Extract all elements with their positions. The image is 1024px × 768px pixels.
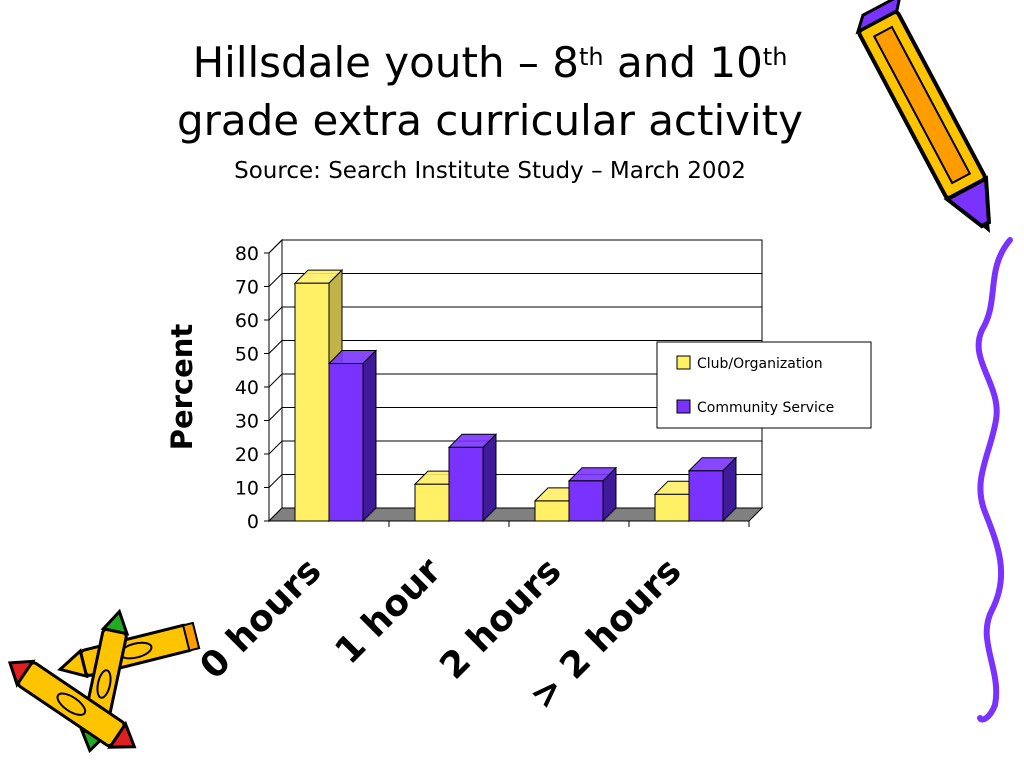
gridline [268,239,762,254]
bar-front [294,282,330,522]
x-category-label: 0 hours [192,550,329,687]
gridline [268,440,762,455]
y-axis-title: Percent [165,324,199,451]
slide-subtitle: Source: Search Institute Study – March 2… [234,158,746,184]
gridline [268,306,762,321]
bar-side [482,433,497,523]
gridline [268,340,762,354]
y-tick-label: 20 [235,444,259,466]
x-category-label: 1 hour [328,550,450,672]
bar-front [414,483,450,522]
title-line2: grade extra curricular activity [176,96,804,145]
gridline [268,407,762,421]
y-tick-label: 10 [235,478,259,500]
bar-front [654,493,690,522]
y-tick-label: 60 [235,310,259,332]
y-tick-label: 50 [235,344,259,366]
legend: Club/Organization Community Service [656,341,872,429]
legend-label: Community Service [697,400,834,416]
legend-swatch [676,399,691,414]
bar-side [722,456,737,523]
bar-front [568,480,604,522]
y-tick-label: 30 [235,411,259,433]
bars [293,268,738,523]
crayons-icon [7,608,201,754]
title-superscript-2: th [762,43,788,71]
bar-front [448,446,484,522]
y-tick-label: 40 [235,377,259,399]
bar [327,349,378,523]
title-part1: Hillsdale youth – 8 [192,38,579,87]
bar-front [534,500,570,522]
y-tick-label: 70 [235,277,259,299]
slide-title: Hillsdale youth – 8th and 10th grade ext… [40,34,940,150]
y-tick-label: 0 [247,511,259,533]
pencil-icon [855,0,992,234]
bar [567,466,618,523]
bar-front [328,363,364,522]
title-superscript-1: th [579,43,604,71]
gridline [268,273,762,287]
bar-front [688,470,724,522]
title-part2: and 10 [603,38,763,87]
y-tick-label: 80 [235,243,259,265]
bar-side [602,466,617,523]
wavy-border-line [975,237,1013,723]
legend-box [656,341,872,429]
gridline [268,373,762,388]
bar-side [362,349,377,523]
legend-label: Club/Organization [697,356,823,372]
bar [447,433,498,523]
legend-swatch [676,355,691,370]
bar [687,456,738,523]
